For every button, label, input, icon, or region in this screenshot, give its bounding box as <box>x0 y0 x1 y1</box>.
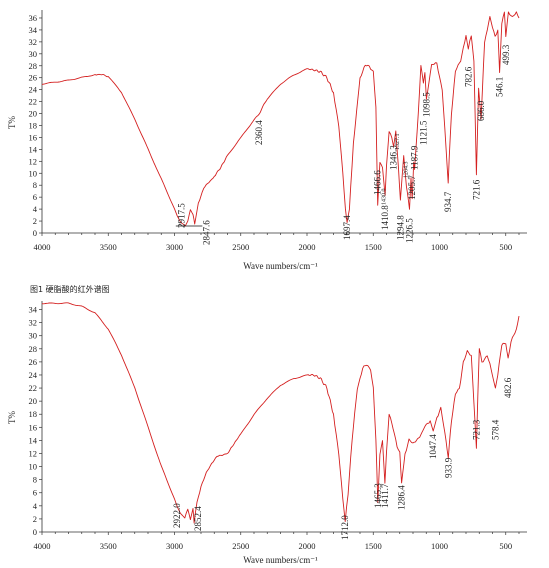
x-tick-label: 3500 <box>100 541 117 551</box>
y-tick-label: 34 <box>29 25 38 35</box>
peak-label: 1430.0 <box>382 189 388 206</box>
y-tick-label: 26 <box>29 357 38 367</box>
peak-label: 1121.5 <box>418 120 428 145</box>
x-tick-label: 500 <box>499 541 512 551</box>
y-tick-label: 6 <box>33 488 37 498</box>
y-tick-label: 10 <box>29 168 38 178</box>
x-tick-label: 3000 <box>166 242 183 252</box>
y-tick-label: 28 <box>29 61 38 71</box>
x-tick-label: 4000 <box>34 541 51 551</box>
x-tick-label: 1000 <box>431 242 448 252</box>
y-tick-label: 30 <box>29 49 38 59</box>
x-tick-label: 3000 <box>166 541 183 551</box>
peak-label: 686.0 <box>476 100 486 121</box>
x-tick-label: 2500 <box>232 541 249 551</box>
peak-label: 934.7 <box>443 191 453 212</box>
y-tick-label: 0 <box>33 527 37 537</box>
x-tick-label: 3500 <box>100 242 117 252</box>
y-tick-label: 0 <box>33 228 37 238</box>
y-tick-label: 2 <box>33 514 37 524</box>
peak-label: 1410.8 <box>380 205 390 230</box>
peak-label: 1697.4 <box>342 215 352 240</box>
peak-label: 721.3 <box>471 419 481 440</box>
peak-label: 1098.5 <box>421 92 431 117</box>
y-tick-label: 24 <box>29 370 38 380</box>
peak-label: 482.6 <box>503 377 513 398</box>
y-axis-title: T% <box>7 411 17 424</box>
peak-label: 782.6 <box>463 66 473 87</box>
x-tick-label: 2000 <box>299 242 316 252</box>
peak-label: 578.4 <box>490 419 500 440</box>
x-tick-label: 1500 <box>365 242 382 252</box>
y-tick-label: 32 <box>29 318 38 328</box>
y-tick-label: 10 <box>29 462 38 472</box>
y-tick-label: 16 <box>29 422 38 432</box>
peak-label: 1411.7 <box>380 483 390 508</box>
x-tick-label: 500 <box>499 242 512 252</box>
peak-label: 1294.8 <box>395 215 405 240</box>
y-tick-label: 20 <box>29 109 38 119</box>
x-tick-label: 2500 <box>232 242 249 252</box>
peak-label: 1187.9 <box>410 145 420 170</box>
y-axis-title: T% <box>7 116 17 129</box>
y-tick-label: 14 <box>29 435 38 445</box>
x-tick-label: 2000 <box>299 541 316 551</box>
x-tick-label: 1000 <box>431 541 448 551</box>
peak-label: 2852.4 <box>193 506 203 531</box>
x-axis-title: Wave numbers/cm⁻¹ <box>243 261 318 271</box>
peak-label: 2917.5 <box>176 203 186 228</box>
y-tick-label: 8 <box>33 475 37 485</box>
peak-label: 1327.1 <box>395 134 401 151</box>
peak-label: 1264.3 <box>403 162 409 179</box>
y-tick-label: 32 <box>29 37 38 47</box>
peak-label: 933.9 <box>443 457 453 478</box>
peak-label: 1466.6 <box>373 170 383 195</box>
y-tick-label: 26 <box>29 73 38 83</box>
y-tick-label: 20 <box>29 396 38 406</box>
peak-label: 1712.0 <box>340 515 350 540</box>
spectrum-line <box>41 302 520 524</box>
y-tick-label: 28 <box>29 344 38 354</box>
y-tick-label: 16 <box>29 132 38 142</box>
x-axis-title: Wave numbers/cm⁻¹ <box>243 555 318 565</box>
peak-label: 1047.4 <box>428 434 438 459</box>
y-tick-label: 14 <box>29 144 38 154</box>
peak-label: 2922.0 <box>172 503 182 528</box>
peak-label: 1226.5 <box>404 218 414 243</box>
peak-label: 546.1 <box>495 77 505 97</box>
x-tick-label: 1500 <box>365 541 382 551</box>
peak-label: 2847.6 <box>202 220 212 245</box>
peak-label: 2360.4 <box>254 120 264 145</box>
y-tick-label: 22 <box>29 383 38 393</box>
y-tick-label: 12 <box>29 448 38 458</box>
y-tick-label: 4 <box>33 501 38 511</box>
peak-label: 499.3 <box>501 44 511 65</box>
y-tick-label: 6 <box>33 192 37 202</box>
figure-caption: 图1 硬脂酸的红外谱图 <box>30 284 110 294</box>
y-tick-label: 18 <box>29 120 38 130</box>
y-tick-label: 18 <box>29 409 38 419</box>
peak-label: 1286.4 <box>397 485 407 510</box>
y-tick-label: 22 <box>29 97 38 107</box>
peak-label: 1465.3 <box>373 483 383 508</box>
y-tick-label: 4 <box>33 204 38 214</box>
peak-label: 1346.3 <box>389 145 399 170</box>
x-tick-label: 4000 <box>34 242 51 252</box>
y-tick-label: 2 <box>33 216 37 226</box>
y-tick-label: 8 <box>33 180 37 190</box>
y-tick-label: 12 <box>29 156 38 166</box>
y-tick-label: 24 <box>29 85 38 95</box>
y-tick-label: 30 <box>29 331 38 341</box>
y-tick-label: 36 <box>29 13 38 23</box>
spectrum-line <box>41 11 520 227</box>
y-tick-label: 34 <box>29 305 38 315</box>
peak-label: 721.6 <box>471 179 481 200</box>
peak-label: 1205.7 <box>407 175 417 200</box>
